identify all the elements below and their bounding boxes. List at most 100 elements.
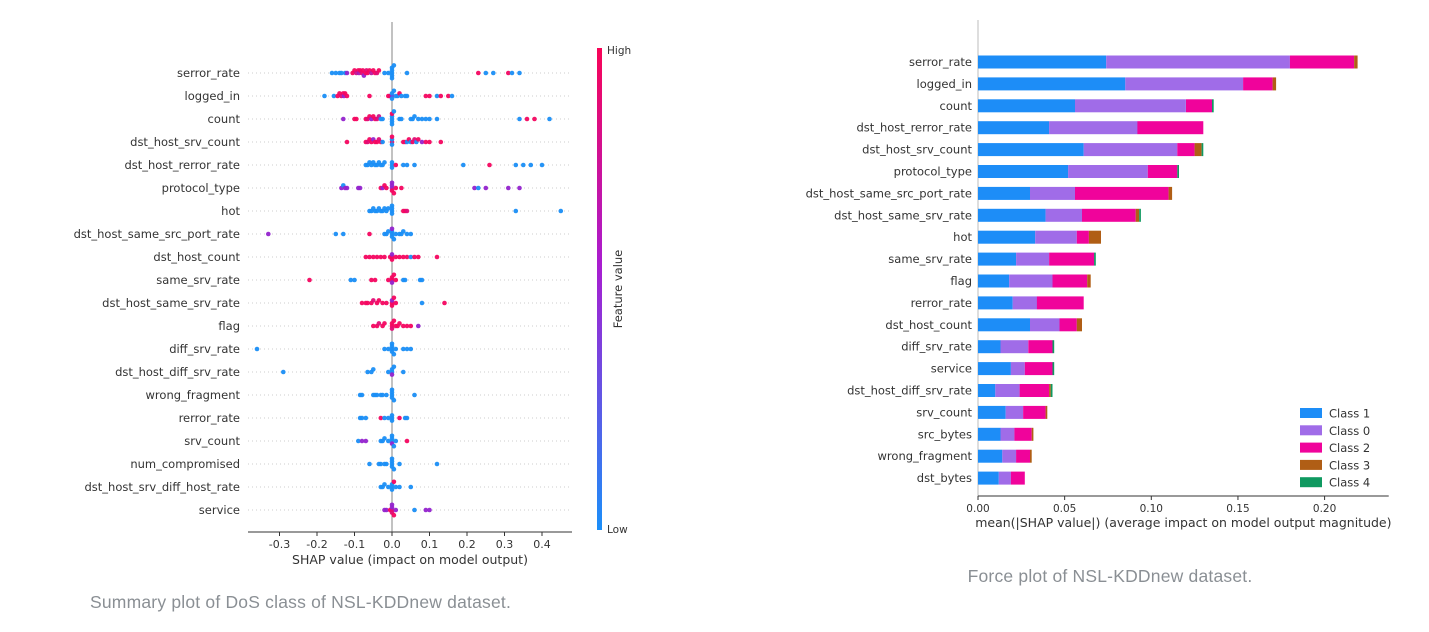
bar-segment bbox=[978, 77, 1126, 91]
shap-point bbox=[344, 139, 350, 145]
bar-segment bbox=[1076, 318, 1082, 332]
y-tick-label: logged_in bbox=[185, 89, 240, 103]
bar-segment bbox=[1125, 77, 1244, 91]
x-tick-label: -0.2 bbox=[306, 538, 327, 551]
shap-point bbox=[367, 254, 372, 260]
shap-point bbox=[408, 323, 414, 329]
shap-point bbox=[423, 93, 429, 99]
shap-point bbox=[371, 298, 376, 303]
y-tick-label: diff_srv_rate bbox=[901, 340, 972, 354]
shap-point bbox=[517, 116, 522, 122]
bar-segment bbox=[1023, 405, 1046, 419]
bar-segment bbox=[978, 252, 1017, 266]
y-tick-label: hot bbox=[953, 230, 972, 244]
shap-point bbox=[363, 438, 369, 444]
y-tick-label: dst_bytes bbox=[917, 471, 972, 485]
bar-segment bbox=[978, 449, 1003, 463]
x-axis-label: SHAP value (impact on model output) bbox=[292, 552, 528, 567]
x-tick-label: 0.4 bbox=[533, 538, 551, 551]
bar-segment bbox=[995, 384, 1020, 397]
shap-point bbox=[412, 114, 417, 119]
bar-segment bbox=[1000, 340, 1029, 354]
shap-point bbox=[354, 116, 359, 122]
bar-segment bbox=[1035, 230, 1077, 244]
shap-point bbox=[386, 415, 391, 421]
shap-point bbox=[382, 482, 387, 487]
shap-point bbox=[399, 185, 404, 191]
shap-point bbox=[378, 461, 384, 467]
shap-point bbox=[401, 323, 406, 329]
shap-point bbox=[393, 231, 399, 237]
shap-point bbox=[472, 185, 477, 191]
shap-point bbox=[393, 507, 399, 513]
y-tick-label: service bbox=[931, 362, 972, 376]
shap-point bbox=[397, 461, 402, 467]
shap-point bbox=[404, 415, 410, 421]
shap-point bbox=[386, 277, 391, 283]
bar-segment bbox=[978, 362, 1011, 376]
shap-point bbox=[391, 512, 397, 518]
shap-point bbox=[404, 254, 410, 260]
shap-point bbox=[376, 298, 382, 303]
y-tick-label: flag bbox=[950, 274, 972, 288]
y-tick-label: service bbox=[199, 503, 240, 517]
legend-swatch bbox=[1300, 477, 1322, 488]
bar-segment bbox=[1000, 427, 1015, 441]
shap-point bbox=[449, 93, 455, 99]
shap-point bbox=[487, 162, 492, 168]
bar-segment bbox=[1012, 296, 1037, 310]
bar-segment bbox=[1289, 55, 1354, 69]
shap-point bbox=[389, 418, 395, 423]
shap-point bbox=[391, 88, 397, 94]
bar-segment bbox=[1147, 165, 1178, 178]
y-tick-label: rerror_rate bbox=[179, 411, 240, 425]
y-tick-label: hot bbox=[221, 204, 240, 218]
shap-point bbox=[391, 318, 397, 324]
shap-point bbox=[333, 70, 339, 76]
x-tick-label: -0.1 bbox=[344, 538, 365, 551]
shap-point bbox=[389, 121, 395, 127]
bar-segment bbox=[1016, 449, 1030, 463]
y-tick-label: dst_host_diff_srv_rate bbox=[115, 365, 240, 379]
shap-point bbox=[391, 236, 397, 242]
shap-point bbox=[380, 392, 385, 398]
x-axis-label: mean(|SHAP value|) (average impact on mo… bbox=[975, 515, 1391, 530]
y-tick-label: dst_host_diff_srv_rate bbox=[847, 384, 972, 398]
shap-point bbox=[344, 70, 350, 76]
bar-segment bbox=[1010, 471, 1025, 485]
shap-point bbox=[438, 93, 444, 99]
bar-segment bbox=[1045, 208, 1082, 222]
shap-point bbox=[391, 190, 397, 196]
y-tick-label: same_srv_rate bbox=[888, 252, 972, 266]
bar-segment bbox=[978, 471, 999, 485]
bar-segment bbox=[978, 340, 1001, 354]
y-tick-label: rerror_rate bbox=[911, 296, 972, 310]
bar-segment bbox=[1049, 252, 1095, 266]
shap-point bbox=[389, 387, 395, 393]
shap-point bbox=[521, 162, 526, 168]
shap-point bbox=[389, 502, 395, 508]
shap-point bbox=[363, 415, 369, 421]
shap-point bbox=[408, 231, 414, 237]
shap-point bbox=[371, 254, 376, 260]
bar-segment bbox=[1002, 449, 1017, 463]
shap-point bbox=[382, 436, 387, 441]
shap-point bbox=[408, 254, 414, 260]
bar-segment bbox=[1201, 143, 1204, 157]
y-tick-label: count bbox=[208, 112, 241, 126]
bar-segment bbox=[978, 165, 1069, 178]
bar-segment bbox=[1045, 405, 1048, 419]
shap-point bbox=[389, 280, 395, 285]
shap-point bbox=[393, 254, 399, 260]
shap-point bbox=[427, 93, 432, 99]
shap-point bbox=[513, 162, 519, 168]
shap-point bbox=[404, 346, 410, 352]
y-tick-label: count bbox=[940, 99, 973, 113]
shap-point bbox=[393, 162, 399, 168]
y-tick-label: dst_host_srv_diff_host_rate bbox=[84, 480, 240, 494]
shap-point bbox=[412, 162, 417, 168]
bar-segment bbox=[978, 405, 1006, 419]
shap-point bbox=[442, 300, 447, 306]
y-tick-label: flag bbox=[218, 319, 240, 333]
shap-point bbox=[369, 277, 374, 283]
